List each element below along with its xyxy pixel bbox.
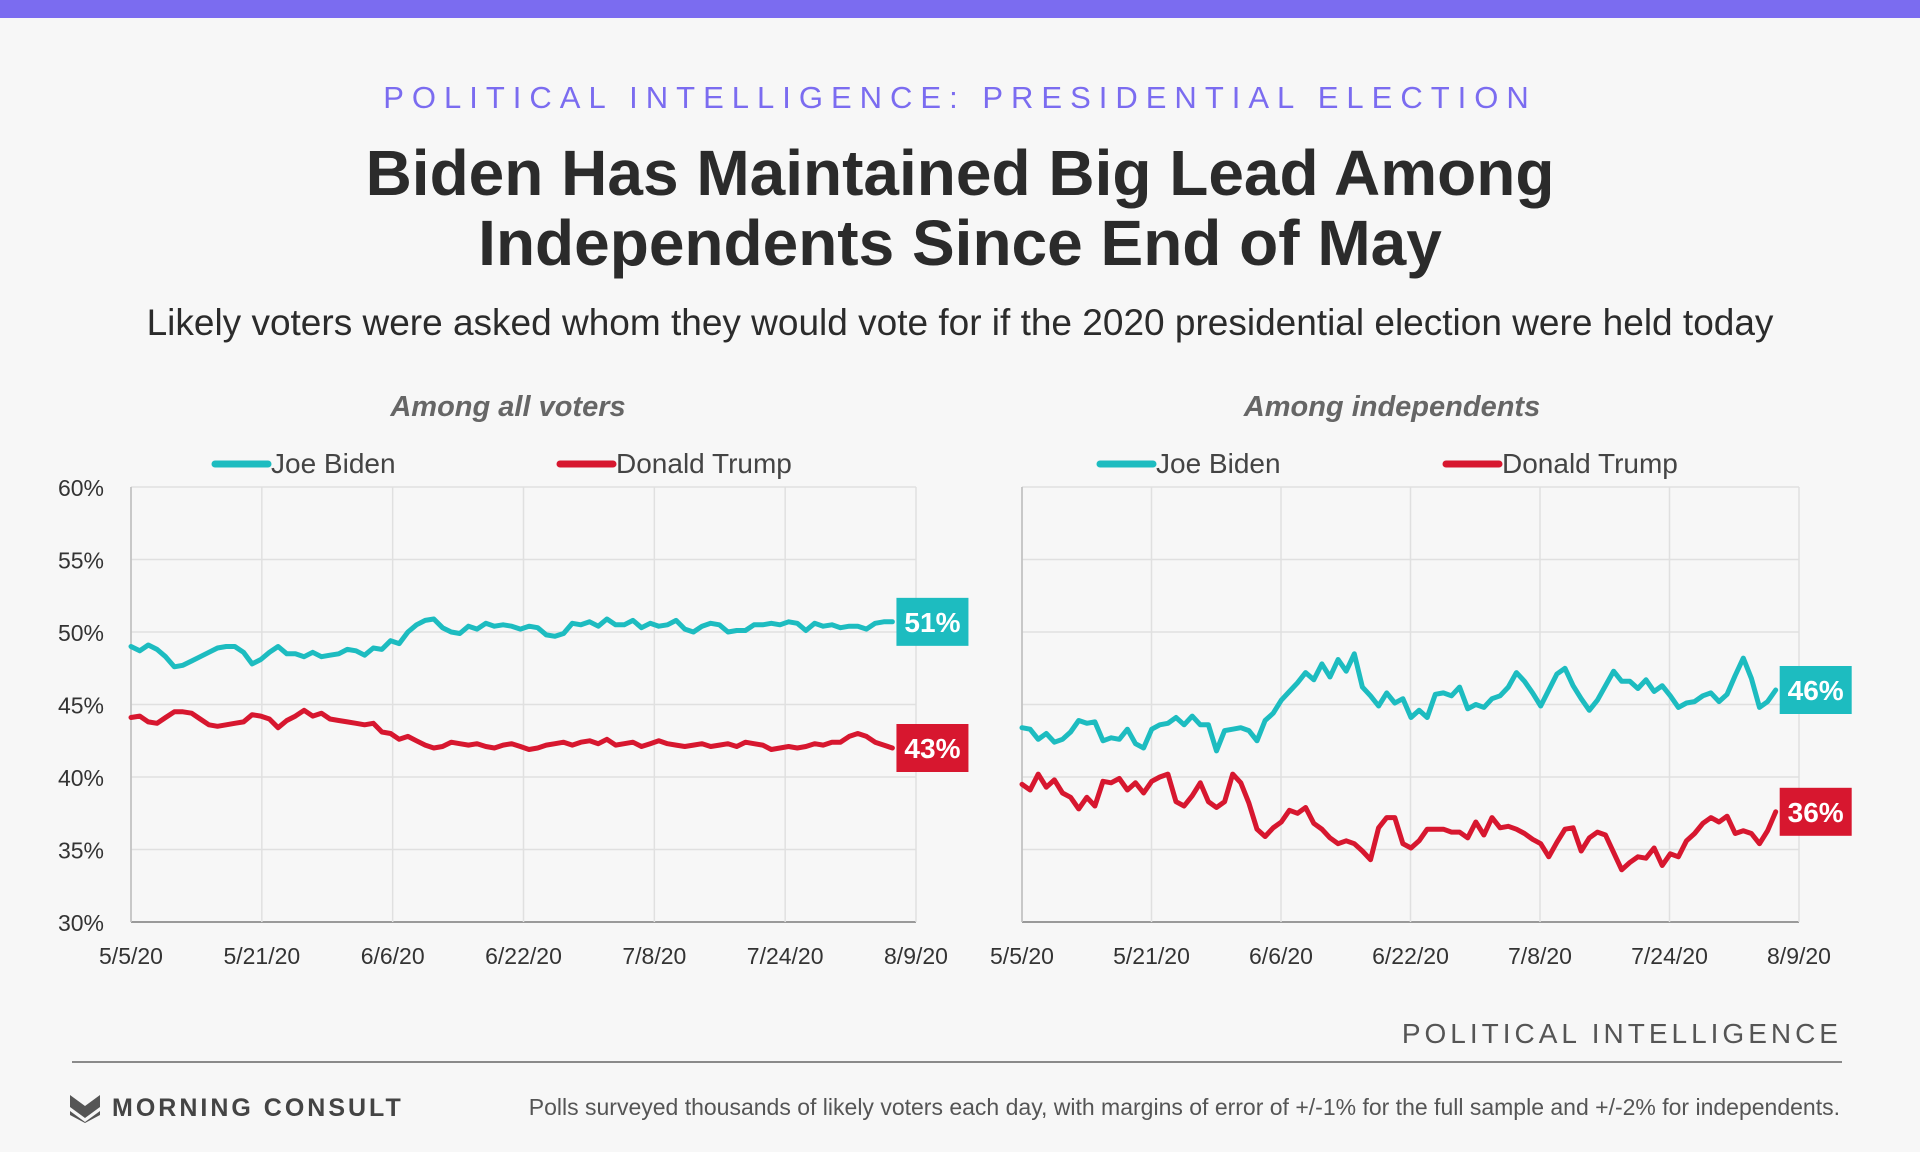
end-value-badge	[896, 597, 969, 646]
end-value-badge	[1779, 787, 1852, 836]
series-line-biden	[128, 616, 895, 670]
y-tick-label: 40%	[58, 765, 104, 791]
x-tick-label: 7/8/20	[1508, 943, 1572, 969]
panel-title: Among all voters	[389, 391, 625, 423]
end-value-label: 43%	[904, 733, 960, 764]
political-intelligence-brand: POLITICAL INTELLIGENCE	[1401, 1018, 1842, 1049]
title-line-1: Biden Has Maintained Big Lead Among	[365, 137, 1555, 209]
x-tick-label: 5/21/20	[223, 943, 300, 969]
x-tick-label: 6/22/20	[485, 943, 562, 969]
title-line-2: Independents Since End of May	[478, 207, 1442, 279]
y-tick-label: 45%	[58, 693, 104, 719]
y-tick-label: 50%	[58, 620, 104, 646]
legend-label: Donald Trump	[1502, 448, 1678, 479]
x-tick-label: 6/6/20	[1249, 943, 1313, 969]
legend-label: Joe Biden	[271, 448, 396, 479]
x-tick-label: 8/9/20	[884, 943, 948, 969]
end-value-label: 51%	[904, 607, 960, 638]
methodology-note: Polls surveyed thousands of likely voter…	[528, 1094, 1840, 1120]
x-tick-label: 8/9/20	[1767, 943, 1831, 969]
legend-label: Joe Biden	[1156, 448, 1281, 479]
y-tick-label: 35%	[58, 838, 104, 864]
x-tick-label: 5/5/20	[990, 943, 1054, 969]
series-line-biden	[1019, 651, 1779, 754]
series-line-trump	[128, 707, 895, 752]
morning-consult-logo: MORNING CONSULT	[70, 1094, 404, 1123]
top-accent-bar	[0, 0, 1920, 18]
x-tick-label: 6/6/20	[361, 943, 425, 969]
footer-divider	[72, 1061, 1842, 1063]
end-value-label: 36%	[1788, 797, 1844, 828]
end-value-badge	[896, 724, 969, 772]
logo-text: MORNING CONSULT	[112, 1094, 404, 1122]
x-tick-label: 5/21/20	[1113, 943, 1190, 969]
x-tick-label: 7/24/20	[747, 943, 824, 969]
section-kicker: POLITICAL INTELLIGENCE: PRESIDENTIAL ELE…	[383, 80, 1537, 115]
series-line-trump	[1019, 771, 1779, 873]
x-tick-label: 7/24/20	[1631, 943, 1708, 969]
x-tick-label: 6/22/20	[1372, 943, 1449, 969]
page-subtitle: Likely voters were asked whom they would…	[146, 302, 1774, 343]
morning-consult-mark-icon	[70, 1094, 100, 1123]
x-tick-label: 7/8/20	[622, 943, 686, 969]
x-tick-label: 5/5/20	[99, 943, 163, 969]
panel-title: Among independents	[1243, 391, 1540, 423]
page-title: Biden Has Maintained Big Lead Among Inde…	[0, 138, 1920, 278]
y-tick-label: 30%	[58, 910, 104, 936]
legend-label: Donald Trump	[616, 448, 792, 479]
y-tick-label: 55%	[58, 548, 104, 574]
y-tick-label: 60%	[58, 475, 104, 501]
end-value-label: 46%	[1788, 675, 1844, 706]
end-value-badge	[1779, 666, 1852, 714]
